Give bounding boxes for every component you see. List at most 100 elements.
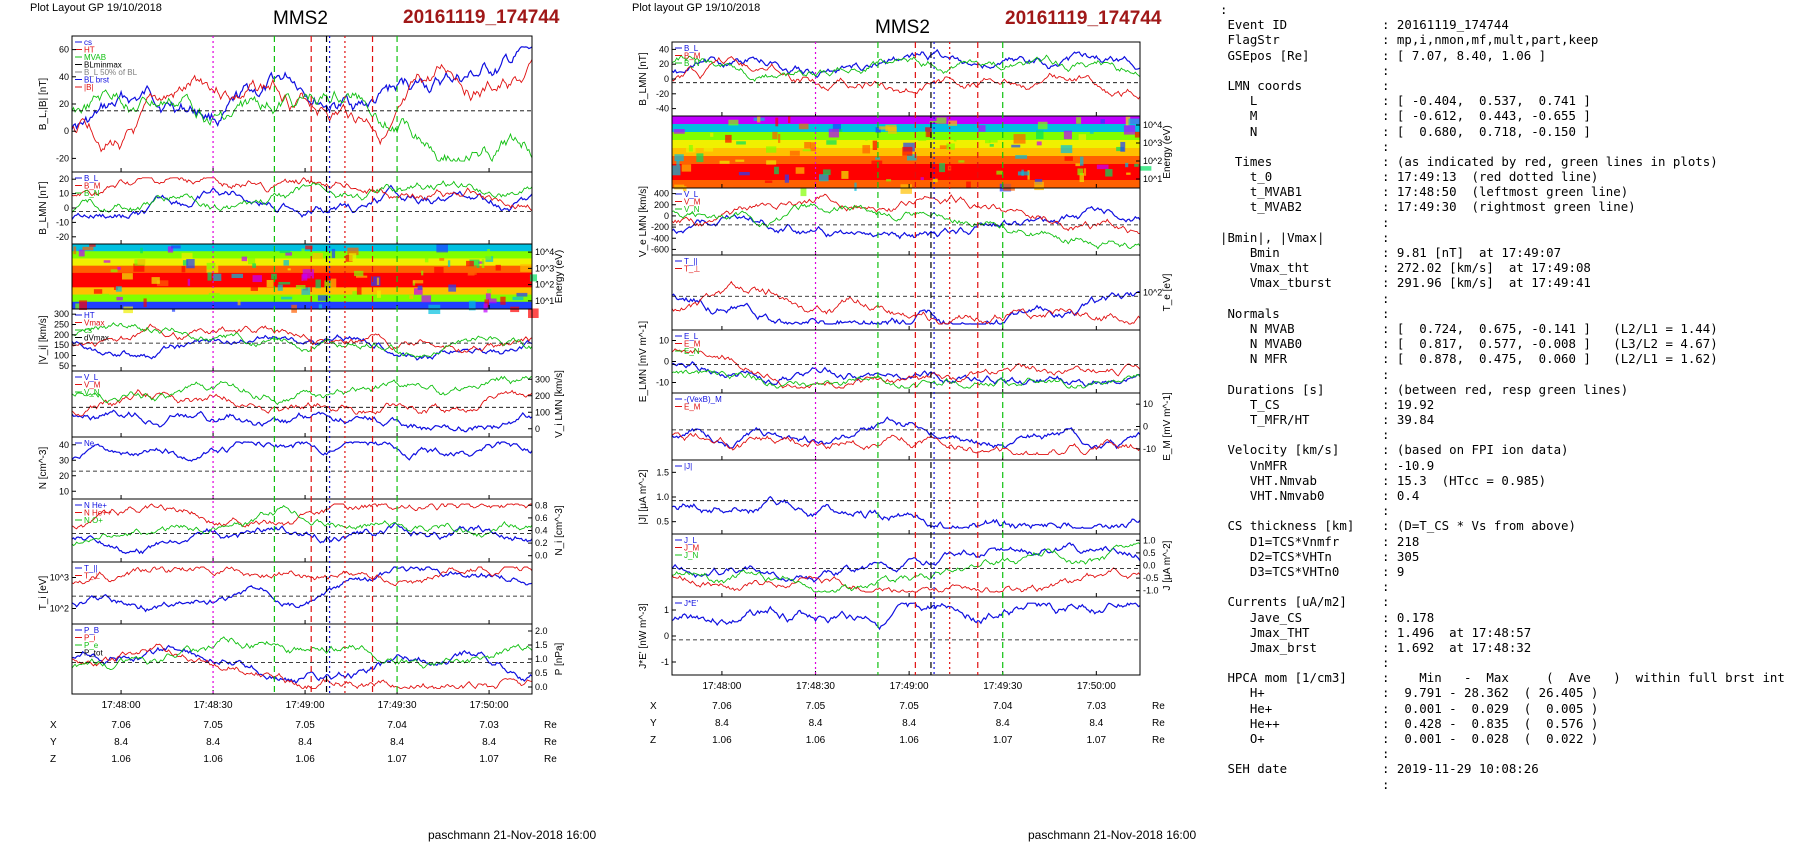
info-row: Times: (as indicated by red, green lines… xyxy=(1220,154,1800,169)
spectrogram-cell xyxy=(424,254,429,263)
ephemeris-value: 8.4 xyxy=(114,737,128,748)
ephemeris-label: X xyxy=(50,720,57,731)
spectrogram-cell xyxy=(305,245,313,250)
spectrogram-cell xyxy=(906,154,917,161)
y-tick-label: -20 xyxy=(56,232,69,242)
spectrogram-cell xyxy=(832,123,842,132)
middle-layout-label: Plot layout GP 19/10/2018 xyxy=(632,2,761,14)
spectrogram-cell xyxy=(1120,141,1126,152)
info-row: : xyxy=(1220,777,1800,792)
middle-event-id: 20161119_174744 xyxy=(1005,8,1162,29)
ephemeris-value: 8.4 xyxy=(902,718,916,729)
spectrogram-cell xyxy=(301,287,311,295)
ephemeris-value: 1.06 xyxy=(203,754,223,765)
info-value: : (between red, resp green lines) xyxy=(1382,381,1629,397)
info-row: H+: 9.791 - 28.362 ( 26.405 ) xyxy=(1220,685,1800,700)
spectrogram-cell xyxy=(241,256,248,262)
info-row: t_MVAB2: 17:49:30 (rightmost green line) xyxy=(1220,199,1800,214)
legend-entry: P_tot xyxy=(84,649,103,658)
spectrogram-cell xyxy=(207,272,212,281)
info-row: Durations [s]: (between red, resp green … xyxy=(1220,382,1800,397)
subplot-frame xyxy=(71,623,533,695)
subplot-frame xyxy=(671,459,1141,535)
info-value: : 9.791 - 28.362 ( 26.405 ) xyxy=(1382,685,1599,701)
info-value: : 0.001 - 0.028 ( 0.022 ) xyxy=(1382,731,1599,746)
spectrogram-cell xyxy=(1139,166,1152,171)
series-line xyxy=(671,542,1141,583)
legend-entry: BLminmax xyxy=(84,61,122,70)
y-tick-label: 10 xyxy=(1143,399,1153,409)
info-value: : 0.4 xyxy=(1382,488,1420,503)
y-tick-label: 1.5 xyxy=(535,640,548,650)
spectrogram-cell xyxy=(978,125,986,132)
series-line xyxy=(671,290,1141,326)
info-row: N MVAB: [ 0.724, 0.675, -0.141 ] (L2/L1 … xyxy=(1220,321,1800,336)
spectrogram-cell xyxy=(140,247,143,254)
y-tick-label: 0 xyxy=(535,424,540,434)
legend-entry: V_M xyxy=(684,198,701,207)
y-tick-label: 0.6 xyxy=(535,513,548,523)
info-row: : xyxy=(1220,427,1800,442)
spectrogram-cell xyxy=(520,263,532,272)
spectrogram-cell xyxy=(318,304,323,310)
info-row: |Bmin|, |Vmax|: xyxy=(1220,230,1800,245)
subplot-4: V_LV_MV_N 300 200 100 0 V_i LMN [km/s] xyxy=(71,370,565,438)
series-line xyxy=(71,566,533,613)
y-tick-label: 0.5 xyxy=(535,668,548,678)
info-value: : 305 xyxy=(1382,548,1420,564)
info-key: O+ xyxy=(1220,731,1265,746)
legend-entry: MVAB xyxy=(84,53,106,62)
info-value: : 0.428 - 0.835 ( 0.576 ) xyxy=(1382,715,1599,731)
ephemeris-label: X xyxy=(650,701,657,712)
legend-entry: V_M xyxy=(84,381,101,390)
y-tick-label: -1.0 xyxy=(1143,586,1159,596)
spectrogram-cell xyxy=(1100,119,1105,124)
spectrogram-cell xyxy=(466,260,474,267)
ephemeris-value: 8.4 xyxy=(1089,718,1103,729)
info-key: : xyxy=(1220,2,1228,17)
ephemeris-value: 7.05 xyxy=(899,701,919,712)
spectrogram-cell xyxy=(875,127,881,133)
spectrogram-cell xyxy=(854,182,857,191)
info-key: t_MVAB1 xyxy=(1220,184,1303,200)
spectrogram-cell xyxy=(468,300,476,311)
spectrogram-cell xyxy=(735,159,745,162)
info-value: : xyxy=(1382,655,1390,671)
series-line xyxy=(71,59,533,153)
info-value: : xyxy=(1382,579,1390,595)
info-row: Currents [uA/m2]: xyxy=(1220,594,1800,609)
y-tick-label: 10 xyxy=(59,189,69,199)
info-value: : xyxy=(1382,229,1390,245)
y-axis-label: |J| [μA m^-2] xyxy=(638,469,649,524)
series-line xyxy=(671,495,1141,530)
y-axis-label: E_LMN [mV m^-1] xyxy=(638,321,649,403)
spectrogram-cell xyxy=(434,266,444,275)
legend-entry: P_i xyxy=(84,634,96,643)
spectrogram-cell xyxy=(1077,168,1084,176)
legend-entry: BL brst xyxy=(84,76,110,85)
spectrogram-cell xyxy=(1128,118,1140,128)
spectrogram-cell xyxy=(900,184,912,194)
series-line xyxy=(71,636,533,670)
info-value: : xyxy=(1382,366,1390,382)
ephemeris-value: 1.06 xyxy=(111,754,131,765)
y-tick-label: 10^3 xyxy=(1143,138,1162,148)
info-key: Jave_CS xyxy=(1220,609,1303,625)
y-axis-label: Energy (eV) xyxy=(554,250,565,303)
info-value: : xyxy=(1382,776,1390,792)
ephemeris-value: 1.06 xyxy=(712,735,732,746)
spectrogram-band xyxy=(72,244,532,252)
info-value: : xyxy=(1382,503,1390,519)
spectrogram-cell xyxy=(117,266,121,270)
series-line xyxy=(71,566,533,587)
spectrogram-cell xyxy=(356,284,362,295)
spectrogram-cell xyxy=(283,260,289,266)
series-line xyxy=(671,369,1141,389)
spectrogram-cell xyxy=(376,277,380,286)
spectrogram-cell xyxy=(946,143,955,150)
spectrogram-cell xyxy=(371,276,381,286)
ephemeris-unit: Re xyxy=(1152,735,1165,746)
legend-entry: E_M xyxy=(684,403,701,412)
